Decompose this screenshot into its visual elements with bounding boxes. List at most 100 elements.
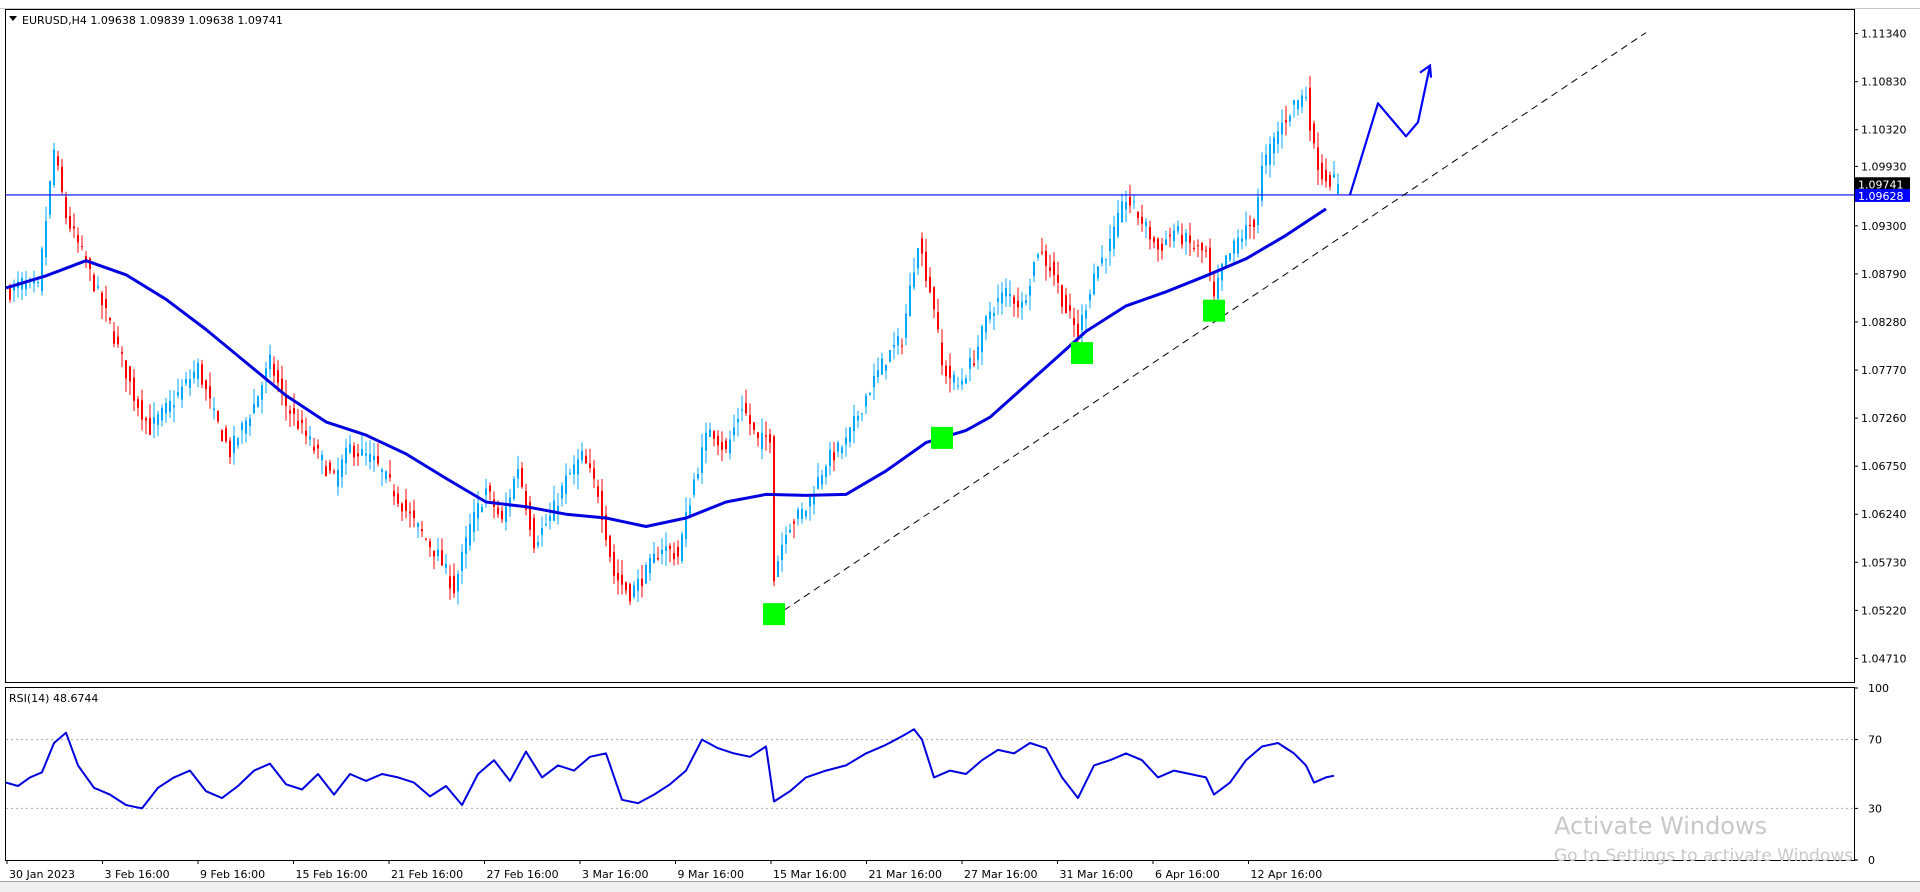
candle [589, 448, 591, 473]
candle [905, 304, 907, 346]
candle-body [541, 527, 543, 535]
candle-body [1017, 300, 1019, 308]
candle-body [69, 215, 71, 229]
rsi-tick-label-30: 30 [1868, 802, 1882, 815]
candle [1037, 252, 1039, 262]
candle-body [581, 450, 583, 461]
candle-body [25, 281, 27, 290]
swing-low-marker-1[interactable] [763, 603, 785, 626]
candle-body [1177, 226, 1179, 232]
candle [789, 523, 791, 534]
time-tick-label-3-mar-16-00: 3 Mar 16:00 [582, 868, 648, 881]
candle [77, 227, 79, 253]
candle [237, 437, 239, 449]
candle-body [225, 428, 227, 442]
candle-body [361, 449, 363, 456]
rsi-header: RSI(14) 48.6744 [9, 692, 98, 705]
candle [577, 448, 579, 490]
candle [773, 435, 775, 587]
candle [1045, 244, 1047, 281]
candle-body [1253, 219, 1255, 228]
candle [913, 257, 915, 291]
candle [213, 396, 215, 420]
candle-body [1289, 115, 1291, 122]
candle-body [525, 490, 527, 510]
candle-body [769, 434, 771, 443]
candle [1013, 294, 1015, 317]
candle-body [785, 535, 787, 544]
candle [305, 417, 307, 445]
candle-body [157, 414, 159, 425]
candle-body [1109, 238, 1111, 252]
candle-body [961, 380, 963, 385]
candle-body [1141, 216, 1143, 224]
candle-body [593, 468, 595, 479]
candle-body [1189, 235, 1191, 243]
candle-body [1221, 263, 1223, 281]
candle-body [117, 336, 119, 345]
candle [317, 439, 319, 459]
candle-body [105, 299, 107, 309]
candle-body [889, 350, 891, 362]
candle [269, 344, 271, 378]
swing-low-marker-2[interactable] [931, 426, 953, 449]
candle-body [1101, 257, 1103, 264]
candle-body [1049, 267, 1051, 271]
chart-symbol-header: EURUSD,H4 1.09638 1.09839 1.09638 1.0974… [22, 14, 283, 27]
candle-body [1233, 240, 1235, 254]
candle [97, 276, 99, 290]
swing-low-marker-3[interactable] [1071, 342, 1093, 365]
time-tick-label-30-jan-2023: 30 Jan 2023 [9, 868, 75, 881]
candle-body [537, 542, 539, 546]
candle-body [221, 430, 223, 442]
price-tick-label-1-07260: 1.07260 [1861, 412, 1907, 425]
candle [1073, 307, 1075, 338]
candle-body [405, 499, 407, 511]
collapse-arrow-icon[interactable] [9, 16, 17, 21]
candle-body [521, 468, 523, 487]
projection-arrow[interactable] [1348, 65, 1432, 196]
candle [961, 368, 963, 390]
candle [1329, 171, 1331, 191]
candle [889, 349, 891, 363]
candle-body [1133, 201, 1135, 203]
dashed-trendline[interactable] [773, 32, 1647, 618]
candle [817, 463, 819, 490]
candle [569, 468, 571, 475]
candle-body [101, 292, 103, 306]
candle-body [697, 473, 699, 479]
candle [117, 326, 119, 348]
candle-body [1021, 301, 1023, 308]
swing-low-marker-4[interactable] [1203, 299, 1225, 322]
candle [1193, 240, 1195, 252]
candle [1133, 194, 1135, 209]
candle-body [721, 442, 723, 450]
candle [693, 473, 695, 499]
price-tick-label-1-05730: 1.05730 [1861, 556, 1907, 569]
candle [177, 378, 179, 399]
candle-body [1097, 266, 1099, 279]
candle [573, 455, 575, 485]
candle-body [1069, 305, 1071, 311]
candle-body [801, 508, 803, 519]
candle-body [717, 435, 719, 446]
price-tick-label-1-09300: 1.09300 [1861, 220, 1907, 233]
candle-body [1329, 175, 1331, 187]
candle-body [377, 456, 379, 464]
candle [249, 414, 251, 436]
candle [201, 359, 203, 389]
top-tab-strip [0, 0, 1920, 9]
time-tick-label-15-mar-16-00: 15 Mar 16:00 [773, 868, 846, 881]
candle-body [1333, 174, 1335, 178]
candle-body [941, 342, 943, 366]
candle-body [1201, 243, 1203, 251]
candle-body [913, 272, 915, 288]
activate-windows-subtitle: Go to Settings to activate Windows. [1554, 846, 1859, 866]
candle [873, 363, 875, 401]
candle [521, 462, 523, 489]
candle-body [397, 493, 399, 504]
candle [1233, 238, 1235, 263]
candle-body [113, 331, 115, 344]
candle-body [1313, 123, 1315, 144]
